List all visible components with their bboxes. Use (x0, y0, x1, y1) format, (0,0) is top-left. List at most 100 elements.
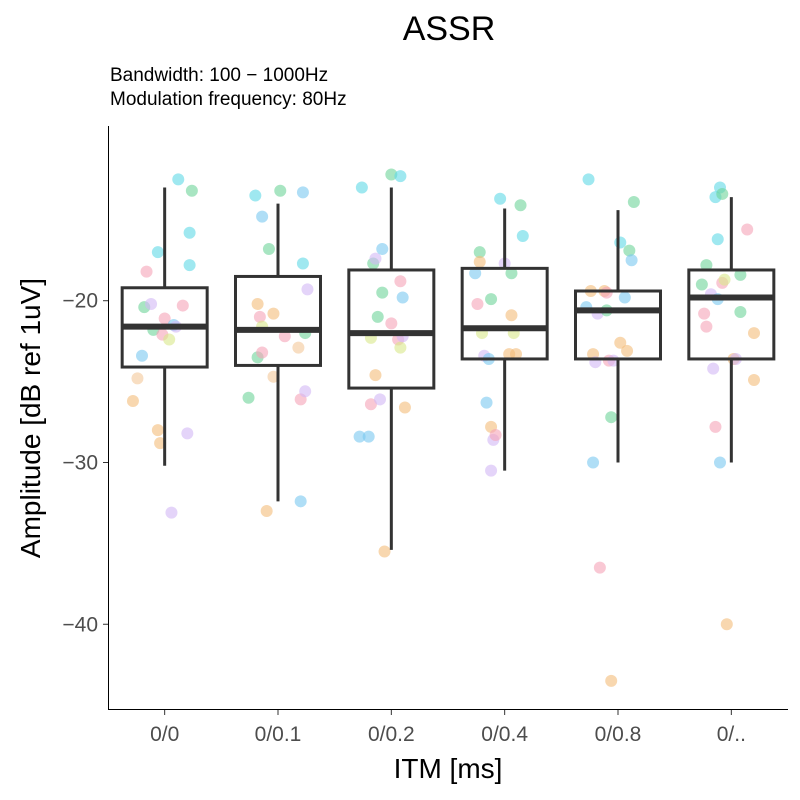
data-point (131, 372, 144, 385)
data-point (183, 259, 196, 272)
data-point (126, 395, 139, 408)
data-point (714, 456, 726, 469)
box-0/0 (120, 187, 209, 466)
data-point (376, 242, 389, 255)
y-axis-ticks: −20 −30 −40 (62, 290, 108, 636)
data-point (251, 297, 264, 310)
data-point (353, 430, 366, 443)
data-point (582, 173, 595, 186)
data-point (165, 506, 178, 519)
x-axis-ticks: 0/0 0/0.1 0/0.2 0/0.4 0/0.8 0/.. (150, 710, 746, 746)
data-point (374, 393, 386, 406)
data-point (145, 297, 158, 310)
data-point (364, 398, 377, 411)
data-point (394, 170, 407, 183)
data-point (385, 317, 398, 330)
data-point (734, 268, 747, 281)
data-point (711, 233, 724, 246)
data-point (278, 330, 291, 343)
data-point (605, 411, 618, 424)
y-tick-label: −30 (62, 451, 98, 474)
data-point (151, 424, 164, 437)
data-point (253, 310, 266, 323)
data-point (267, 307, 280, 320)
data-point (362, 430, 375, 443)
box-plots (120, 187, 776, 550)
data-point (292, 341, 305, 354)
data-point (176, 299, 189, 312)
box-0/0.1 (234, 203, 322, 502)
data-point (172, 173, 185, 186)
box-body (234, 274, 322, 367)
data-point (378, 545, 391, 558)
data-point (262, 242, 275, 255)
x-axis-title: ITM [ms] (394, 753, 503, 784)
chart-title: ASSR (403, 10, 496, 48)
x-tick-label: 0/0 (150, 723, 179, 746)
chart-subtitle-line-1: Bandwidth: 100 − 1000Hz (110, 65, 328, 86)
data-point (587, 456, 600, 469)
box-body (347, 268, 436, 390)
data-point (510, 348, 522, 361)
data-point (505, 309, 518, 322)
box-0/0.2 (347, 187, 436, 550)
data-point (299, 385, 312, 398)
data-point (480, 396, 493, 409)
data-point (274, 184, 287, 197)
data-point (600, 286, 613, 299)
data-point (614, 336, 627, 349)
data-point (489, 428, 502, 441)
data-point (394, 341, 407, 354)
x-tick-label: 0/0.2 (368, 723, 415, 746)
data-point (369, 369, 382, 382)
data-point (505, 267, 518, 280)
data-point (296, 186, 309, 199)
data-point (185, 184, 198, 197)
data-point (473, 255, 486, 268)
data-point (371, 310, 384, 323)
box-body (687, 268, 776, 361)
box-0/0.4 (460, 208, 549, 471)
data-point (698, 307, 711, 320)
x-tick-label: 0/0.1 (255, 723, 302, 746)
box-0/0.8 (574, 210, 662, 463)
data-point (695, 278, 708, 291)
data-point (296, 257, 309, 270)
data-point (376, 286, 389, 299)
data-point (707, 362, 720, 375)
chart-subtitle-line-2: Modulation frequency: 80Hz (110, 89, 347, 110)
data-point (385, 168, 398, 181)
data-point (618, 291, 631, 304)
jitter-points (126, 168, 760, 687)
data-point (260, 505, 273, 518)
data-point (700, 320, 713, 333)
data-point (369, 252, 382, 265)
data-point (516, 230, 529, 243)
data-point (242, 391, 255, 404)
data-point (625, 254, 638, 267)
x-tick-label: 0/0.4 (481, 723, 528, 746)
data-point (741, 223, 754, 236)
data-point (136, 349, 148, 362)
data-point (158, 312, 171, 325)
data-point (485, 293, 498, 306)
data-point (494, 192, 507, 205)
y-tick-label: −20 (62, 290, 98, 313)
data-point (716, 187, 729, 200)
data-point (593, 561, 606, 574)
data-point (623, 244, 636, 257)
data-point (396, 291, 409, 304)
data-point (249, 189, 262, 202)
data-point (748, 373, 760, 386)
data-point (294, 495, 307, 508)
data-point (718, 273, 731, 286)
data-point (163, 333, 176, 346)
box-body (574, 289, 662, 361)
box-body (460, 266, 549, 361)
data-point (485, 464, 498, 477)
data-point (469, 267, 482, 280)
data-point (700, 259, 713, 272)
data-point (183, 226, 196, 239)
data-point (627, 196, 640, 209)
